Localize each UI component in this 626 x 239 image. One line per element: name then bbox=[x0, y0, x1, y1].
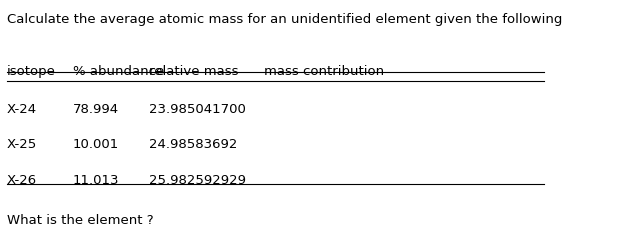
Text: X-24: X-24 bbox=[7, 103, 37, 116]
Text: 25.982592929: 25.982592929 bbox=[150, 174, 247, 187]
Text: X-26: X-26 bbox=[7, 174, 37, 187]
Text: 78.994: 78.994 bbox=[73, 103, 119, 116]
Text: % abundance: % abundance bbox=[73, 65, 164, 78]
Text: 24.98583692: 24.98583692 bbox=[150, 138, 238, 151]
Text: Calculate the average atomic mass for an unidentified element given the followin: Calculate the average atomic mass for an… bbox=[7, 13, 562, 26]
Text: 10.001: 10.001 bbox=[73, 138, 119, 151]
Text: X-25: X-25 bbox=[7, 138, 37, 151]
Text: relative mass: relative mass bbox=[150, 65, 239, 78]
Text: 23.985041700: 23.985041700 bbox=[150, 103, 246, 116]
Text: mass contribution: mass contribution bbox=[265, 65, 384, 78]
Text: What is the element ?: What is the element ? bbox=[7, 214, 153, 227]
Text: isotope: isotope bbox=[7, 65, 56, 78]
Text: 11.013: 11.013 bbox=[73, 174, 119, 187]
